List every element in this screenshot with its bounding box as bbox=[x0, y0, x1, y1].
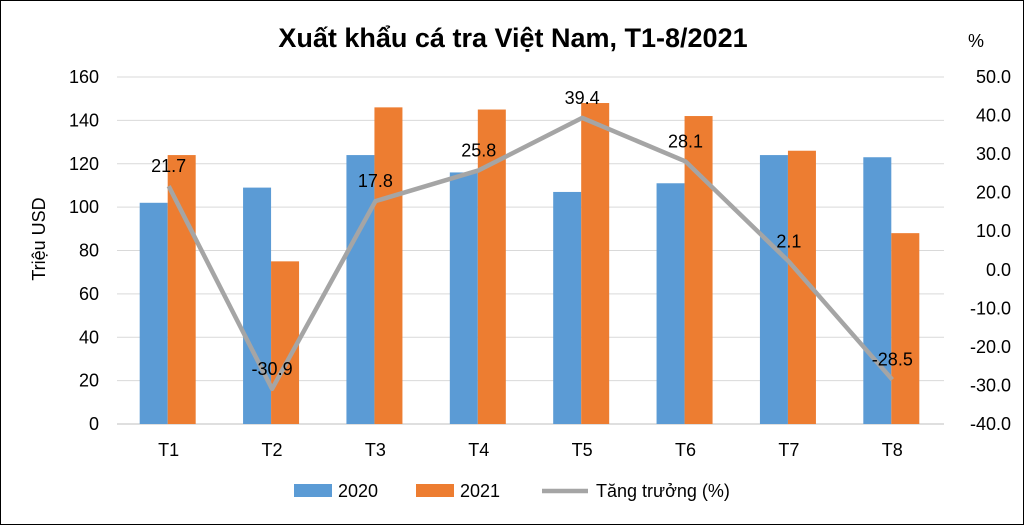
left-tick-label: 0 bbox=[89, 414, 99, 434]
growth-data-label: 28.1 bbox=[668, 131, 703, 151]
x-tick-label: T4 bbox=[468, 440, 489, 460]
legend-label: 2021 bbox=[460, 481, 500, 501]
bar-2021-T5 bbox=[581, 103, 610, 425]
left-axis-ticks: 0 20 40 60 80 100 120 140 160 bbox=[69, 67, 99, 434]
left-tick-label: 160 bbox=[69, 67, 99, 87]
x-tick-label: T5 bbox=[572, 440, 593, 460]
legend: 2020 2021 Tăng trưởng (%) bbox=[294, 481, 730, 501]
right-tick-label: -30.0 bbox=[970, 375, 1011, 395]
growth-data-label: 21.7 bbox=[151, 156, 186, 176]
right-tick-label: 0.0 bbox=[986, 260, 1011, 280]
right-tick-label: -20.0 bbox=[970, 337, 1011, 357]
bar-2021-T1 bbox=[167, 155, 196, 424]
growth-data-label: 2.1 bbox=[776, 232, 801, 252]
left-axis-label: Triệu USD bbox=[29, 197, 49, 280]
right-tick-label: 40.0 bbox=[976, 106, 1011, 126]
left-tick-label: 60 bbox=[79, 284, 99, 304]
right-axis-unit: % bbox=[968, 31, 984, 51]
left-tick-label: 40 bbox=[79, 327, 99, 347]
growth-line bbox=[166, 115, 895, 392]
bar-2020-T8 bbox=[863, 157, 892, 424]
legend-swatch-2020 bbox=[294, 484, 332, 497]
bar-2020-T7 bbox=[759, 155, 788, 424]
chart-title: Xuất khẩu cá tra Việt Nam, T1-8/2021 bbox=[278, 23, 747, 53]
left-tick-label: 80 bbox=[79, 241, 99, 261]
x-tick-label: T7 bbox=[778, 440, 799, 460]
right-tick-label: -40.0 bbox=[970, 414, 1011, 434]
x-tick-label: T1 bbox=[158, 440, 179, 460]
bar-2020-T6 bbox=[656, 183, 685, 424]
x-tick-label: T6 bbox=[675, 440, 696, 460]
legend-label: Tăng trưởng (%) bbox=[596, 481, 730, 501]
x-axis-ticks: T1 T2 T3 T4 T5 T6 T7 T8 bbox=[158, 440, 903, 460]
left-tick-label: 20 bbox=[79, 371, 99, 391]
growth-data-label: 39.4 bbox=[565, 88, 600, 108]
right-tick-label: 20.0 bbox=[976, 183, 1011, 203]
right-tick-label: 30.0 bbox=[976, 144, 1011, 164]
growth-data-label: 17.8 bbox=[358, 171, 393, 191]
bar-2021-T3 bbox=[374, 107, 403, 425]
right-tick-label: -10.0 bbox=[970, 298, 1011, 318]
growth-line-group: 21.7 -30.9 17.8 25.8 39.4 28.1 2.1 -28.5 bbox=[151, 88, 913, 392]
growth-data-label: -28.5 bbox=[872, 350, 913, 370]
bar-2020-T5 bbox=[553, 191, 582, 424]
bar-2020-T2 bbox=[243, 187, 272, 424]
right-tick-label: 50.0 bbox=[976, 67, 1011, 87]
bar-2020-T1 bbox=[139, 202, 168, 424]
left-tick-label: 100 bbox=[69, 197, 99, 217]
x-tick-label: T3 bbox=[365, 440, 386, 460]
bar-2021-T2 bbox=[271, 261, 300, 424]
growth-data-label: -30.9 bbox=[252, 359, 293, 379]
bar-2021-T8 bbox=[891, 233, 920, 424]
right-tick-label: 10.0 bbox=[976, 221, 1011, 241]
legend-label: 2020 bbox=[338, 481, 378, 501]
gridlines bbox=[117, 76, 944, 425]
legend-swatch-2021 bbox=[416, 484, 454, 497]
right-axis-ticks: -40.0 -30.0 -20.0 -10.0 0.0 10.0 20.0 30.0 40.0 5… bbox=[970, 67, 1011, 434]
x-tick-label: T8 bbox=[882, 440, 903, 460]
left-tick-label: 120 bbox=[69, 154, 99, 174]
left-tick-label: 140 bbox=[69, 110, 99, 130]
bar-2020-T3 bbox=[346, 155, 375, 424]
growth-data-label: 25.8 bbox=[461, 140, 496, 160]
bar-2020-T4 bbox=[449, 172, 478, 424]
x-tick-label: T2 bbox=[262, 440, 283, 460]
